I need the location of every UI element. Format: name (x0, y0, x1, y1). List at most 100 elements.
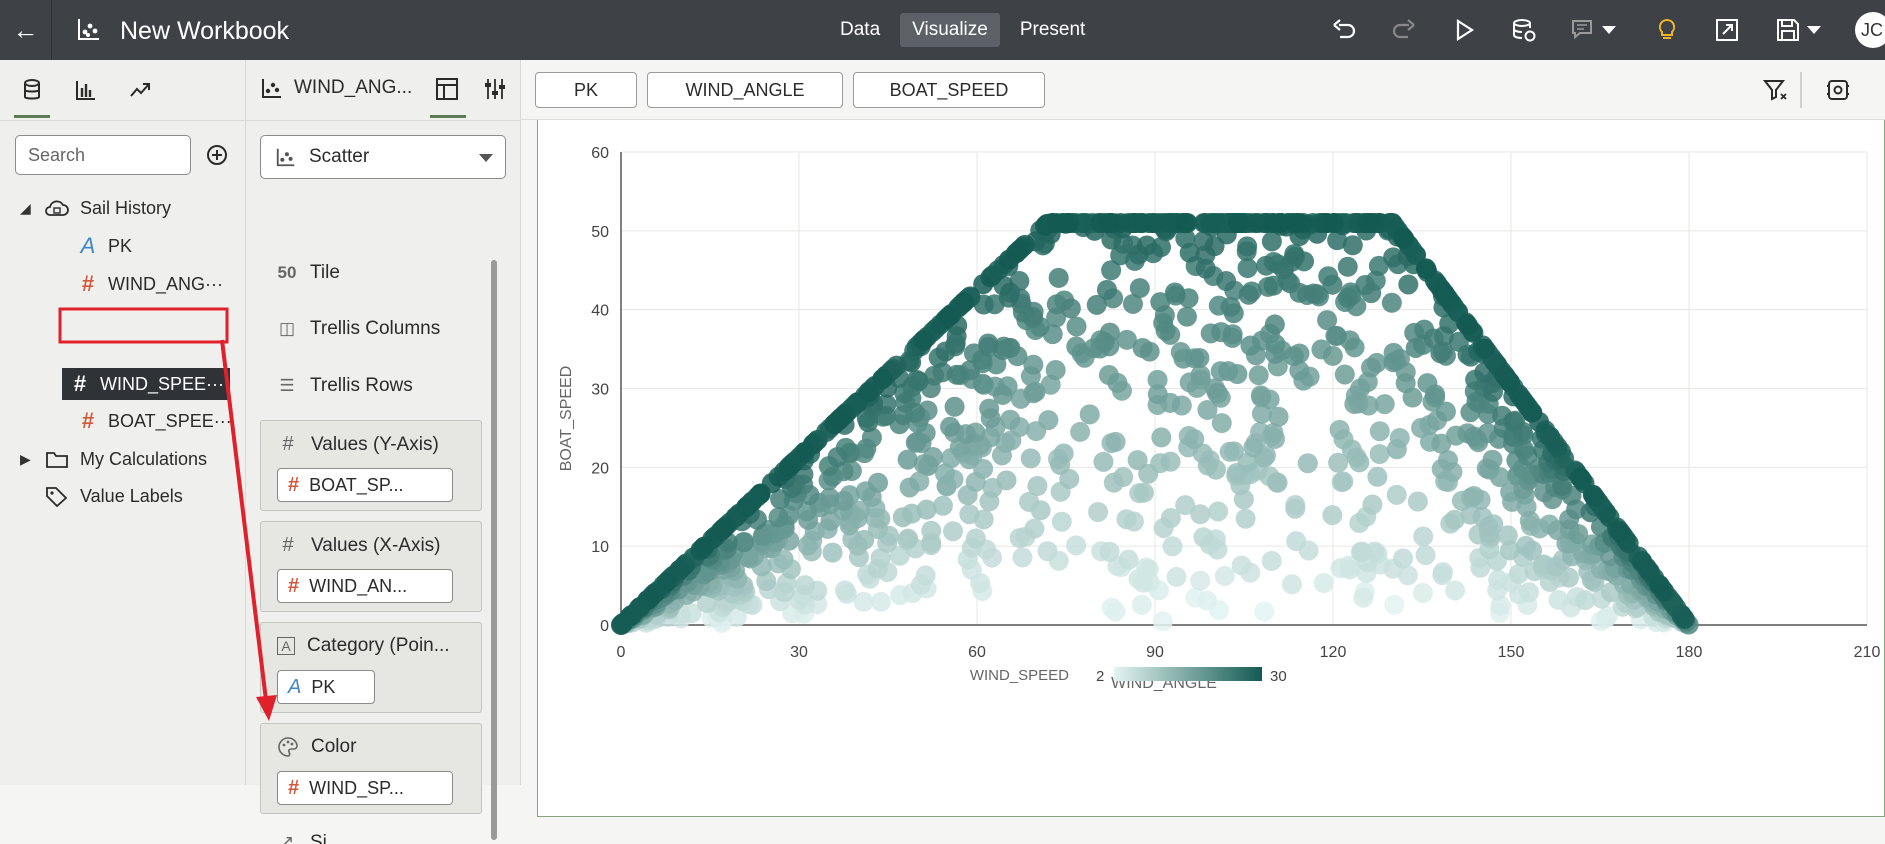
scatter-point[interactable] (1166, 566, 1187, 587)
scatter-point[interactable] (1374, 394, 1395, 415)
scatter-point[interactable] (1552, 475, 1573, 496)
scatter-point[interactable] (1118, 549, 1139, 570)
scatter-point[interactable] (1098, 365, 1119, 386)
scatter-chart[interactable]: 0 30 60 90 120 150 180 210 0 10 20 30 40 50 60 WIND_ANG… (537, 120, 1885, 817)
scatter-point[interactable] (1394, 229, 1415, 250)
scatter-point[interactable] (1361, 283, 1382, 304)
scatter-point[interactable] (1430, 343, 1451, 364)
scatter-point[interactable] (1437, 450, 1458, 471)
scatter-point[interactable] (1023, 354, 1044, 375)
scatter-point[interactable] (1513, 391, 1534, 412)
scatter-point[interactable] (1499, 540, 1520, 561)
scatter-point[interactable] (1328, 452, 1349, 473)
properties-sliders-icon[interactable] (482, 76, 508, 102)
scatter-point[interactable] (1268, 406, 1289, 427)
scatter-point[interactable] (973, 274, 994, 295)
scatter-point[interactable] (1248, 365, 1269, 386)
scatter-point[interactable] (1497, 525, 1518, 546)
scatter-point[interactable] (916, 499, 937, 520)
scatter-point[interactable] (1025, 381, 1046, 402)
scatter-point[interactable] (795, 441, 816, 462)
grammar-tab-icon[interactable] (434, 76, 460, 102)
scatter-point[interactable] (1284, 244, 1305, 265)
scatter-point[interactable] (1189, 347, 1210, 368)
scatter-point[interactable] (1303, 283, 1324, 304)
mode-present[interactable]: Present (1019, 19, 1086, 40)
grammar-size-partial[interactable]: ↗ Si (276, 832, 327, 844)
scatter-point[interactable] (868, 472, 889, 493)
scatter-point[interactable] (944, 396, 965, 417)
scatter-point[interactable] (1503, 411, 1524, 432)
scatter-point[interactable] (1173, 348, 1194, 369)
scatter-point[interactable] (1256, 255, 1277, 276)
scatter-point[interactable] (1159, 212, 1180, 233)
scatter-point[interactable] (1584, 486, 1605, 507)
scatter-point[interactable] (1070, 421, 1091, 442)
scatter-point[interactable] (1610, 521, 1631, 542)
scatter-point[interactable] (1339, 559, 1360, 580)
scatter-point[interactable] (1350, 541, 1371, 562)
scatter-point[interactable] (1570, 467, 1591, 488)
value-labels-node[interactable]: Value Labels (20, 480, 183, 512)
scatter-point[interactable] (1415, 545, 1436, 566)
scatter-point[interactable] (752, 526, 773, 547)
scatter-point[interactable] (702, 529, 723, 550)
scatter-point[interactable] (954, 292, 975, 313)
mode-data[interactable]: Data (840, 19, 881, 40)
scatter-point[interactable] (1153, 312, 1174, 333)
scatter-point[interactable] (1088, 502, 1109, 523)
scatter-point[interactable] (913, 330, 934, 351)
drop-color[interactable]: Color # WIND_SP... (260, 723, 482, 814)
scatter-point[interactable] (1152, 611, 1173, 632)
scatter-point[interactable] (1079, 404, 1100, 425)
scatter-point[interactable] (1548, 589, 1569, 610)
scatter-point[interactable] (1190, 570, 1211, 591)
scatter-point[interactable] (1204, 212, 1225, 233)
scatter-point[interactable] (1261, 550, 1282, 571)
comment-icon[interactable] (1567, 14, 1619, 46)
scatter-point[interactable] (892, 507, 913, 528)
scatter-point[interactable] (1132, 212, 1153, 233)
scatter-point[interactable] (1176, 306, 1197, 327)
scatter-point[interactable] (899, 477, 920, 498)
scatter-point[interactable] (1197, 590, 1218, 611)
scatter-point[interactable] (1251, 387, 1272, 408)
scatter-point[interactable] (940, 416, 961, 437)
chart-svg[interactable]: 0 30 60 90 120 150 180 2100102030405060WIND_ANG… (538, 120, 1885, 817)
scatter-point[interactable] (1184, 429, 1205, 450)
scatter-point[interactable] (824, 413, 845, 434)
scatter-point[interactable] (834, 580, 855, 601)
scatter-point[interactable] (1369, 444, 1390, 465)
folder-my-calculations[interactable]: ▶ My Calculations (20, 443, 207, 475)
scatter-point[interactable] (1383, 247, 1404, 268)
scatter-point[interactable] (924, 365, 945, 386)
scatter-point[interactable] (1059, 468, 1080, 489)
scatter-point[interactable] (656, 572, 677, 593)
grammar-scrollbar[interactable] (491, 260, 497, 840)
scatter-point[interactable] (1020, 448, 1041, 469)
scatter-point[interactable] (1597, 605, 1618, 626)
scatter-point[interactable] (1164, 282, 1185, 303)
drop-category[interactable]: A Category (Poin... A PK (260, 622, 482, 713)
scatter-point[interactable] (1193, 527, 1214, 548)
scatter-point[interactable] (1342, 235, 1363, 256)
scatter-point[interactable] (1216, 271, 1237, 292)
scatter-point[interactable] (956, 424, 977, 445)
avatar[interactable]: JC (1855, 12, 1885, 48)
canvas-settings-icon[interactable] (1824, 76, 1852, 104)
scatter-point[interactable] (1416, 259, 1437, 280)
scatter-point[interactable] (733, 532, 754, 553)
scatter-point[interactable] (906, 369, 927, 390)
scatter-point[interactable] (1231, 555, 1252, 576)
scatter-point[interactable] (973, 458, 994, 479)
scatter-point[interactable] (1220, 296, 1241, 317)
scatter-point[interactable] (1113, 467, 1134, 488)
scatter-point[interactable] (1285, 498, 1306, 519)
scatter-point[interactable] (1122, 293, 1143, 314)
drop-values-x[interactable]: # Values (X-Axis) # WIND_AN... (260, 521, 482, 612)
scatter-point[interactable] (992, 384, 1013, 405)
lightbulb-icon[interactable] (1650, 14, 1684, 46)
filter-chip-pk[interactable]: PK (535, 72, 637, 108)
scatter-point[interactable] (1508, 563, 1529, 584)
scatter-point[interactable] (1367, 466, 1388, 487)
